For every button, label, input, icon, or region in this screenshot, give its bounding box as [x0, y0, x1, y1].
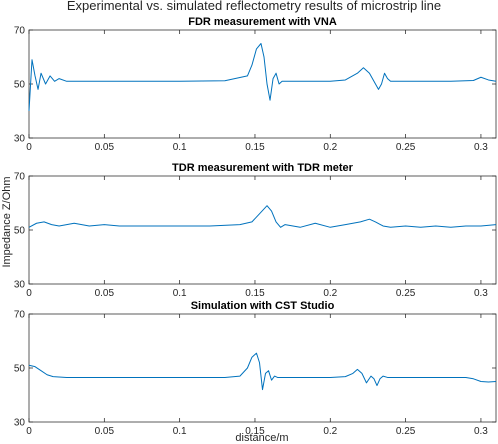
x-tick-label: 0.2	[323, 288, 337, 299]
x-tick-label: 0.25	[396, 288, 416, 299]
series-line	[28, 43, 497, 112]
x-tick-label: 0.25	[396, 426, 416, 437]
x-tick-label: 0.3	[474, 288, 488, 299]
y-tick-label: 30	[14, 280, 26, 291]
panel-3: Simulation with CST Studio 0 0.05 0.1 0.15 0.…	[14, 300, 497, 437]
x-tick-label: 0.05	[95, 142, 115, 153]
y-tick-label: 30	[14, 418, 26, 429]
x-tick-label: 0	[26, 288, 32, 299]
x-tick-label: 0.1	[173, 426, 187, 437]
panel-title: Simulation with CST Studio	[191, 300, 335, 312]
panel-title: TDR measurement with TDR meter	[172, 162, 354, 174]
x-tick-label: 0.2	[323, 142, 337, 153]
x-tick-label: 0.1	[173, 142, 187, 153]
x-tick-label: 0.15	[245, 142, 265, 153]
series-line	[28, 205, 497, 228]
x-tick-label: 0	[26, 142, 32, 153]
x-tick-label: 0.1	[173, 288, 187, 299]
x-tick-label: 0.15	[245, 426, 265, 437]
panel-title: FDR measurement with VNA	[188, 16, 337, 28]
y-tick-label: 70	[14, 26, 26, 37]
x-tick-label: 0.15	[245, 288, 265, 299]
y-tick-label: 50	[14, 226, 26, 237]
plot-frame	[28, 175, 497, 285]
figure-title: Experimental vs. simulated reflectometry…	[67, 0, 441, 13]
y-axis-label: Impedance Z/Ohm	[1, 176, 13, 267]
plot-frame	[28, 29, 497, 139]
x-tick-label: 0.3	[474, 426, 488, 437]
y-tick-label: 30	[14, 134, 26, 145]
y-tick-label: 50	[14, 80, 26, 91]
x-tick-label: 0.05	[95, 426, 115, 437]
x-tick-label: 0.05	[95, 288, 115, 299]
panel-1: FDR measurement with VNA 0 0.05 0.1 0.15 0.2 0…	[14, 16, 497, 153]
panels-group: FDR measurement with VNA 0 0.05 0.1 0.15 0.2 0…	[14, 16, 497, 437]
x-tick-label: 0.25	[396, 142, 416, 153]
y-tick-label: 50	[14, 364, 26, 375]
x-tick-label: 0.3	[474, 142, 488, 153]
x-tick-label: 0.2	[323, 426, 337, 437]
panel-2: TDR measurement with TDR meter 0 0.05 0.1 0.…	[14, 162, 497, 299]
plot-frame	[28, 313, 497, 423]
series-line	[28, 352, 497, 391]
y-tick-label: 70	[14, 310, 26, 321]
x-axis-label: distance/m	[235, 432, 288, 444]
x-tick-label: 0	[26, 426, 32, 437]
y-tick-label: 70	[14, 172, 26, 183]
